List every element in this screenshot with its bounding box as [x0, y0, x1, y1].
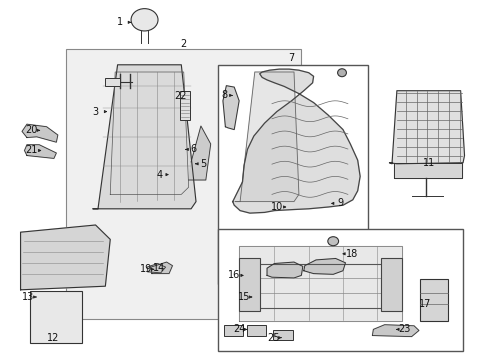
Polygon shape	[372, 325, 419, 337]
Polygon shape	[147, 264, 166, 273]
Text: 8: 8	[221, 90, 227, 100]
Text: 12: 12	[47, 333, 59, 343]
Bar	[239, 258, 260, 311]
Text: 6: 6	[191, 144, 196, 154]
Text: 13: 13	[23, 292, 34, 302]
Polygon shape	[24, 145, 56, 158]
Bar	[273, 330, 293, 340]
Text: 2: 2	[181, 39, 187, 49]
Text: 11: 11	[422, 158, 435, 168]
Text: 9: 9	[338, 198, 343, 208]
Polygon shape	[21, 225, 110, 290]
Text: 14: 14	[153, 263, 166, 273]
Polygon shape	[304, 258, 345, 274]
Polygon shape	[390, 91, 465, 164]
Ellipse shape	[328, 237, 339, 246]
Bar	[66, 49, 301, 319]
Polygon shape	[239, 246, 402, 321]
Bar	[420, 279, 448, 321]
Text: 21: 21	[25, 145, 38, 156]
Text: 23: 23	[398, 324, 411, 334]
Polygon shape	[93, 65, 196, 209]
Polygon shape	[189, 126, 211, 180]
Text: 25: 25	[267, 333, 280, 343]
Ellipse shape	[131, 9, 158, 31]
Text: 5: 5	[200, 159, 206, 169]
Text: 7: 7	[289, 53, 294, 63]
Text: 1: 1	[117, 17, 123, 27]
Polygon shape	[151, 262, 172, 274]
Polygon shape	[235, 72, 299, 202]
Text: 10: 10	[270, 202, 283, 212]
Polygon shape	[223, 86, 239, 130]
Bar	[381, 258, 402, 311]
Bar	[180, 91, 190, 120]
Text: 4: 4	[156, 170, 162, 180]
Bar	[218, 65, 368, 284]
Polygon shape	[22, 124, 58, 142]
Text: 15: 15	[238, 292, 250, 302]
Bar	[247, 325, 266, 336]
Bar	[224, 325, 243, 336]
Text: 20: 20	[25, 125, 38, 135]
Text: 22: 22	[174, 91, 187, 102]
Ellipse shape	[338, 69, 346, 77]
Bar	[105, 78, 120, 86]
Polygon shape	[394, 163, 462, 178]
Text: 24: 24	[233, 324, 245, 334]
Text: 17: 17	[419, 299, 432, 309]
Text: 3: 3	[93, 107, 98, 117]
Bar	[218, 229, 463, 351]
Polygon shape	[233, 69, 360, 213]
Text: 16: 16	[228, 270, 240, 280]
Polygon shape	[267, 262, 303, 278]
Bar	[30, 291, 82, 343]
Text: 18: 18	[346, 249, 358, 259]
Text: 19: 19	[140, 264, 152, 274]
